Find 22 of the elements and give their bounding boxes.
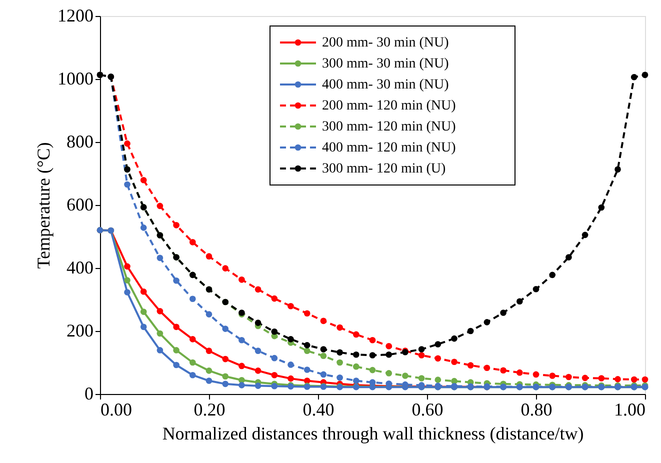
- legend-label: 200 mm- 120 min (NU): [322, 98, 456, 114]
- x-tick-label: 1.00: [614, 400, 646, 420]
- x-tick-label: 0.00: [100, 400, 132, 420]
- y-tick-label: 1200: [58, 6, 94, 26]
- x-tick-label: 0.80: [520, 400, 552, 420]
- x-tick-label: 0.20: [194, 400, 226, 420]
- legend-label: 200 mm- 30 min (NU): [322, 36, 450, 50]
- legend-label: 400 mm- 120 min (NU): [322, 140, 456, 156]
- y-axis-title: Temperature (°C): [34, 142, 54, 269]
- legend-label: 300 mm- 30 min (NU): [322, 56, 450, 72]
- x-tick-label: 0.60: [412, 400, 444, 420]
- x-axis-title: Normalized distances through wall thickness (distance/tw): [162, 424, 584, 444]
- y-tick-label: 400: [66, 258, 94, 278]
- y-tick-label: 1000: [58, 68, 94, 88]
- y-tick-label: 600: [66, 194, 94, 214]
- x-tick-label: 0.40: [302, 400, 334, 420]
- y-tick-label: 800: [66, 132, 94, 152]
- legend-label: 300 mm- 120 min (NU): [322, 120, 456, 134]
- legend-label: 400 mm- 30 min (NU): [322, 78, 450, 92]
- legend-label: 300 mm- 120 min (U): [322, 162, 446, 176]
- y-tick-label: 200: [66, 320, 94, 340]
- y-tick-label: 0: [84, 384, 94, 404]
